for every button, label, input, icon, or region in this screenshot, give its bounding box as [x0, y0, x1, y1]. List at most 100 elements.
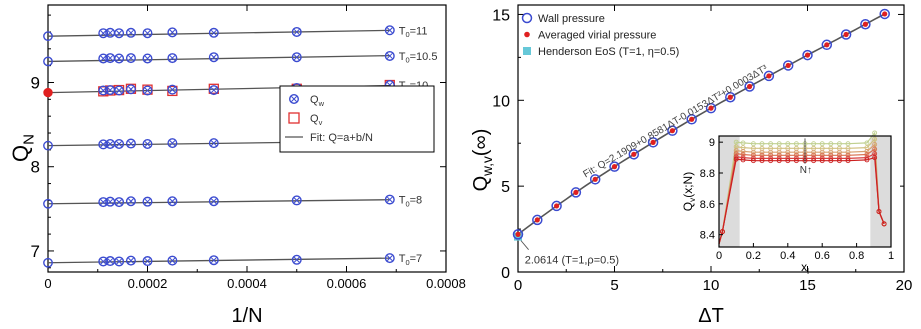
inset-profile-point: [776, 152, 782, 158]
x-tick-label: 0.0006: [327, 276, 367, 291]
legend-wall-marker: [521, 12, 533, 24]
qw-point-cross: [107, 87, 114, 93]
wall-pressure-point: [860, 18, 871, 30]
qw-point: [167, 27, 178, 38]
x-tick-label: 0.0008: [426, 276, 466, 291]
inset-profile-point: [836, 158, 842, 164]
qw-point-cross: [107, 55, 114, 61]
qw-point: [114, 256, 125, 267]
qw-point: [114, 28, 125, 39]
qw-point: [125, 27, 136, 38]
qw-point-cross: [100, 258, 107, 265]
qw-point-cross: [210, 29, 217, 36]
qw-point-cross: [293, 197, 300, 204]
qw-point-cross: [128, 257, 134, 264]
inset-x-tick-label: 0.8: [849, 250, 864, 262]
y-tick-label: 5: [501, 179, 510, 196]
qw-point: [142, 28, 153, 39]
fit-curve: [517, 13, 886, 236]
inset-profile-point: [740, 148, 746, 154]
inset-chart: 0 0.2 0.4 0.6 0.8 1 8.4 8.6 8.8 9 xl Qv(x;N) N↑: [681, 126, 900, 276]
inset-profile-point: [811, 141, 817, 147]
qw-point-cross: [128, 29, 134, 36]
inset-profile-point: [845, 149, 851, 155]
inset-profile-point: [876, 209, 882, 214]
intercept-point: [43, 140, 53, 151]
qw-point-cross: [169, 86, 176, 93]
wall-pressure-point: [512, 229, 524, 240]
virial-pressure-point: [727, 94, 733, 100]
qw-point-cross: [116, 30, 122, 37]
qw-point: [142, 138, 153, 149]
qw-point-cross: [144, 55, 151, 62]
x-axis-label: ΔT: [698, 305, 724, 327]
qw-point-cross: [293, 54, 300, 61]
qw-point: [167, 84, 178, 95]
qw-point: [98, 28, 109, 39]
qw-point: [384, 194, 395, 205]
temperature-label: T0=7: [399, 253, 422, 267]
inset-profile-point: [750, 141, 756, 147]
qw-point-cross: [210, 140, 217, 146]
temperature-label: T0=8: [399, 195, 422, 209]
qw-point-cross: [169, 55, 176, 61]
qw-point: [125, 196, 136, 207]
left-chart: 0 0.0002 0.0004 0.0006 0.0008 7 8 9 1/N QN T0=11 T0…: [8, 4, 466, 327]
inset-profile-point: [750, 149, 756, 155]
x-tick-label: 20: [896, 277, 913, 294]
inset-profile-point: [719, 229, 725, 235]
inset-profile-point: [811, 152, 817, 158]
qw-point-cross: [293, 256, 300, 263]
qw-point: [208, 138, 219, 149]
inset-profile-point: [785, 141, 791, 147]
virial-pressure-point: [611, 164, 618, 170]
qw-point-cross: [210, 54, 217, 61]
inset-y-tick-label: 8.6: [700, 199, 715, 211]
inset-profile-point: [845, 152, 851, 158]
qw-point-cross: [128, 140, 134, 147]
virial-pressure-point: [689, 116, 695, 122]
qw-point: [98, 53, 109, 64]
wall-pressure-point: [879, 8, 890, 20]
inset-profile-point: [872, 130, 878, 136]
henderson-arrow: [520, 240, 529, 250]
wall-pressure-point: [667, 125, 678, 136]
virial-pressure-point: [785, 62, 791, 69]
legend-qv-marker: [288, 112, 300, 124]
inset-profile-point: [864, 157, 870, 163]
virial-pressure-point: [669, 128, 676, 134]
qw-point-cross: [293, 29, 300, 35]
qw-point: [125, 84, 136, 95]
left-legend: Qw Qv Fit: Q=a+b/N: [279, 85, 435, 153]
qw-point: [291, 52, 302, 63]
virial-pressure-point: [747, 83, 753, 90]
inset-profile-point: [785, 158, 791, 164]
qw-point-cross: [169, 198, 176, 205]
inset-profile-point: [881, 221, 887, 227]
qw-point: [114, 138, 125, 149]
inset-profile-point: [793, 149, 799, 155]
qw-point-cross: [116, 258, 122, 265]
virial-pressure-point: [534, 217, 540, 223]
inset-x-tick-label: 1: [888, 250, 894, 262]
right-legend: Wall pressure Averaged virial pressure Hen…: [521, 12, 679, 58]
virial-pressure-point: [573, 189, 579, 196]
inset-profile-point: [793, 158, 799, 164]
inset-profile-point: [845, 158, 851, 164]
inset-profile-point: [740, 152, 746, 157]
qw-point: [142, 196, 153, 207]
legend-label: Averaged virial pressure: [538, 30, 656, 42]
legend-frame: [279, 85, 435, 153]
qw-point-cross: [386, 27, 393, 34]
temperature-label: T0=11: [399, 25, 428, 39]
inset-profile-point: [768, 149, 774, 155]
qw-point-cross: [128, 198, 134, 205]
qw-point: [125, 53, 136, 64]
y-tick-label: 15: [492, 7, 510, 24]
y-axis-label: Qw,v(∞): [470, 129, 495, 192]
qw-point-cross: [128, 86, 134, 93]
inset-x-tick-label: 0: [716, 250, 722, 262]
virial-pressure-point: [554, 203, 560, 209]
legend-label: Qv: [310, 113, 323, 127]
